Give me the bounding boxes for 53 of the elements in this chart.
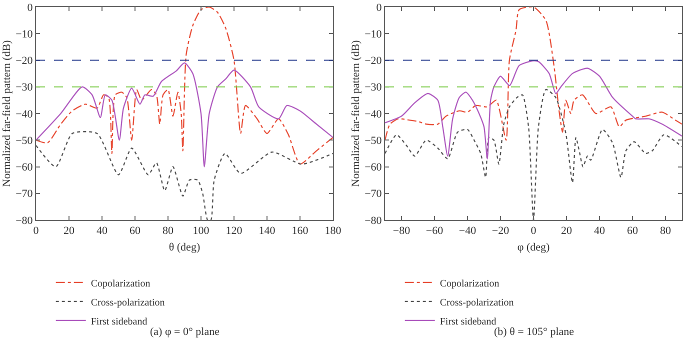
y-tick-label: −80 [364, 214, 382, 227]
y-tick-label: −50 [364, 134, 382, 147]
x-axis-title: φ (deg) [517, 241, 550, 254]
x-tick-label: 180 [324, 225, 342, 238]
y-axis-title: Normalized far-field pattern (dB) [1, 40, 14, 187]
line-series [385, 60, 682, 160]
y-tick-label: −40 [364, 108, 382, 120]
y-tick-label: −60 [16, 162, 34, 174]
line-series [36, 7, 333, 165]
x-tick-label: 160 [292, 225, 309, 238]
legend-label: Copolarization [90, 278, 150, 290]
x-tick-label: 40 [594, 225, 606, 238]
x-tick-label: −60 [426, 225, 444, 238]
y-tick-label: 0 [27, 2, 34, 14]
text: (a) φ = 0° plane [150, 326, 220, 338]
y-tick-label: −40 [16, 108, 34, 120]
line-series [36, 62, 333, 168]
legend-label: First sideband [440, 316, 496, 328]
y-tick-label: −20 [16, 55, 34, 68]
y-tick-label: −50 [16, 134, 34, 147]
y-tick-label: −10 [364, 28, 382, 40]
x-axis-title: θ (deg) [168, 241, 200, 254]
x-tick-label: 0 [530, 225, 537, 238]
y-tick-label: −30 [16, 82, 34, 94]
y-tick-label: −30 [364, 82, 382, 94]
x-tick-label: 20 [561, 225, 572, 238]
x-tick-label: 80 [660, 225, 672, 238]
x-tick-label: 60 [130, 225, 141, 238]
line-series [385, 7, 682, 141]
x-tick-label: 140 [258, 225, 276, 238]
legend-label: First sideband [90, 316, 148, 328]
y-tick-label: −60 [364, 162, 382, 174]
y-tick-label: −70 [364, 188, 382, 200]
text: (b) θ = 105° plane [494, 326, 574, 338]
legend-label: Cross-polarization [440, 297, 514, 308]
x-tick-label: 100 [192, 225, 210, 238]
y-tick-label: 0 [376, 2, 382, 14]
line-series [385, 88, 682, 220]
y-axis-title: Normalized far-field pattern (dB) [350, 40, 362, 187]
legend-label: Cross-polarization [90, 297, 165, 308]
y-tick-label: −70 [16, 188, 34, 200]
x-tick-label: 80 [162, 225, 174, 238]
x-tick-label: −40 [458, 225, 477, 238]
x-tick-label: 120 [226, 225, 243, 238]
x-tick-label: 20 [64, 225, 75, 238]
x-tick-label: −80 [392, 225, 411, 238]
y-tick-label: −80 [16, 214, 34, 227]
x-tick-label: 60 [627, 225, 638, 238]
legend-label: Copolarization [440, 278, 500, 290]
x-tick-label: 40 [96, 225, 108, 238]
y-tick-label: −10 [16, 28, 34, 40]
x-tick-label: −20 [492, 225, 510, 238]
y-tick-label: −20 [364, 55, 382, 68]
